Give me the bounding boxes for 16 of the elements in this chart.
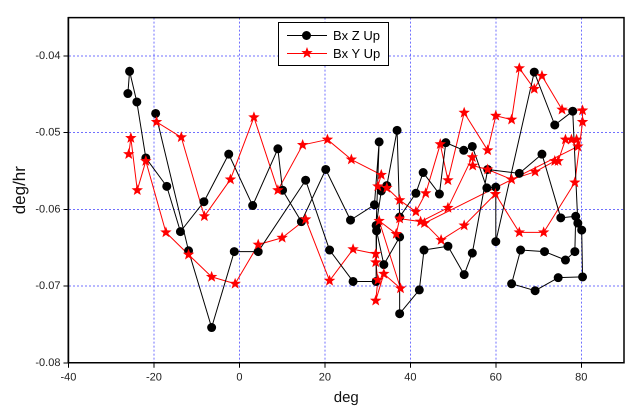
legend-label: Bx Y Up (333, 46, 380, 60)
x-tick-label: 20 (318, 371, 331, 384)
x-tick-label: 40 (404, 371, 416, 384)
x-tick-label: -20 (146, 371, 162, 384)
y-tick-label: -0.04 (35, 50, 60, 62)
y-tick-label: -0.05 (35, 126, 60, 139)
x-tick-label: 60 (490, 371, 502, 384)
x-tick-label: 80 (575, 371, 588, 384)
y-tick-label: -0.08 (35, 356, 60, 369)
x-tick-label: -40 (60, 371, 76, 384)
y-axis-title: deg/hr (10, 166, 29, 214)
y-tick-label: -0.06 (35, 203, 60, 216)
legend-label: Bx Z Up (333, 28, 380, 42)
x-axis-title: deg (334, 389, 359, 406)
y-tick-label: -0.07 (35, 280, 60, 292)
x-tick-label: 0 (236, 371, 242, 384)
